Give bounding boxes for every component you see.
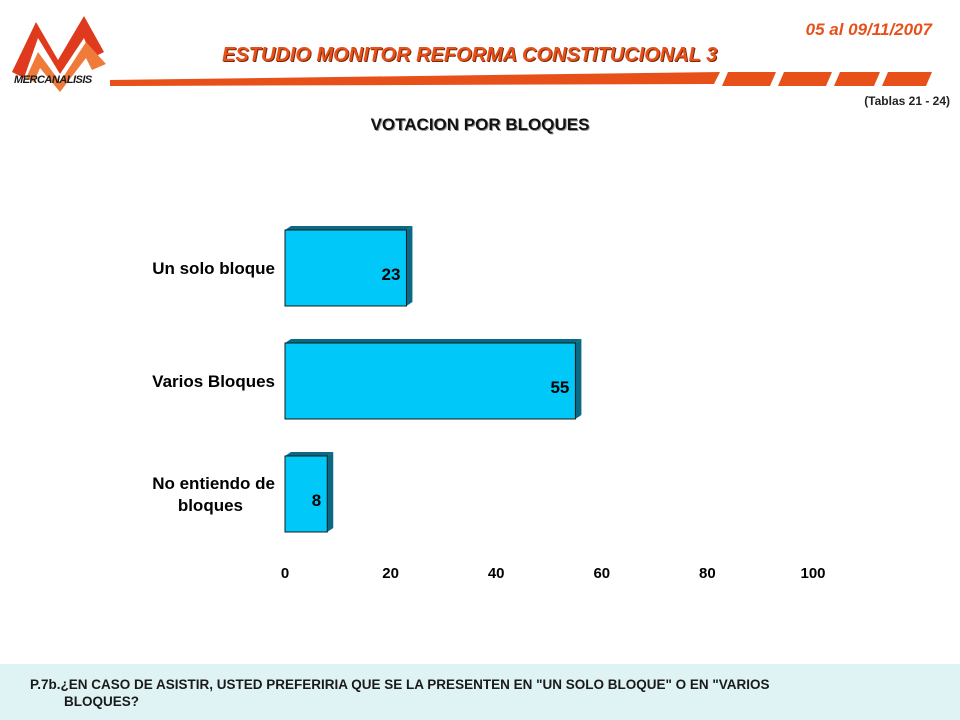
chart-title: VOTACION POR BLOQUES bbox=[370, 115, 590, 134]
bar-value-label: 23 bbox=[382, 265, 401, 284]
x-tick-label: 60 bbox=[593, 565, 610, 582]
bar bbox=[284, 342, 576, 420]
bar-side bbox=[327, 452, 334, 532]
bar-top bbox=[285, 339, 582, 343]
mercanalisis-logo bbox=[12, 16, 106, 92]
bar-side bbox=[406, 226, 413, 306]
bar-value-label: 55 bbox=[550, 378, 569, 397]
x-tick-label: 0 bbox=[281, 565, 289, 582]
bar bbox=[284, 455, 328, 533]
question-line-2: BLOQUES? bbox=[64, 694, 140, 709]
survey-date: 05 al 09/11/2007 bbox=[805, 20, 932, 39]
x-tick-label: 100 bbox=[800, 565, 825, 582]
survey-question: P.7b.¿EN CASO DE ASISTIR, USTED PREFERIR… bbox=[30, 676, 930, 710]
bar-value-label: 8 bbox=[312, 491, 321, 510]
header-stripe bbox=[110, 72, 932, 86]
x-tick-label: 80 bbox=[699, 565, 716, 582]
question-footer bbox=[0, 664, 960, 720]
category-label: Un solo bloque bbox=[152, 259, 275, 278]
x-tick-label: 20 bbox=[382, 565, 399, 582]
question-line-1: P.7b.¿EN CASO DE ASISTIR, USTED PREFERIR… bbox=[30, 677, 770, 692]
category-label: No entiendo de bbox=[152, 474, 275, 493]
bar bbox=[284, 229, 407, 307]
bar-top bbox=[285, 452, 334, 456]
category-label: Varios Bloques bbox=[152, 372, 275, 391]
tables-reference: (Tablas 21 - 24) bbox=[864, 94, 950, 108]
category-label: bloques bbox=[178, 496, 243, 515]
study-title: ESTUDIO MONITOR REFORMA CONSTITUCIONAL 3 bbox=[222, 44, 718, 66]
bar-top bbox=[285, 226, 413, 230]
bar-side bbox=[575, 339, 582, 419]
x-tick-label: 40 bbox=[488, 565, 505, 582]
logo-text: MERCANALISIS bbox=[14, 74, 92, 86]
